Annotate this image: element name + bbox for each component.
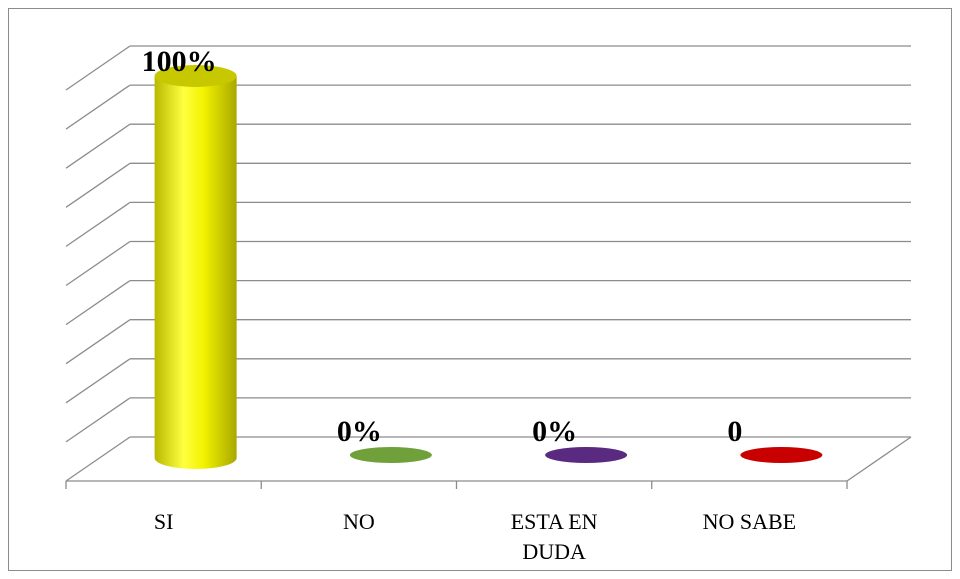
gridline-side xyxy=(65,240,131,287)
bar-esta-en-duda xyxy=(545,447,628,463)
category-label-line: NO SABE xyxy=(703,509,797,534)
bar-body xyxy=(154,76,237,469)
category-label: NO xyxy=(343,509,375,534)
data-label: 100% xyxy=(142,45,217,78)
bar-flat xyxy=(349,447,432,463)
gridline-side xyxy=(65,162,131,208)
data-label: 0% xyxy=(532,415,577,448)
category-label: NO SABE xyxy=(703,509,797,534)
bar-flat xyxy=(740,447,823,463)
category-label-line: NO xyxy=(343,509,375,534)
chart-frame: 100% 0% 0% 0 SI NO ESTA EN DUDA NO SABE xyxy=(8,8,952,571)
bar-flat xyxy=(545,447,628,463)
bar-no-sabe xyxy=(740,447,823,463)
category-label-line: DUDA xyxy=(522,539,586,564)
data-labels: 100% 0% 0% 0 xyxy=(142,45,743,448)
category-label-line: SI xyxy=(154,509,174,534)
bars xyxy=(154,65,823,469)
gridline-side xyxy=(65,319,131,365)
category-label: SI xyxy=(154,509,174,534)
data-label: 0 xyxy=(727,415,742,448)
floor-right-edge xyxy=(846,436,912,482)
bar-no xyxy=(349,447,432,463)
bar-top xyxy=(154,65,237,87)
bar-si xyxy=(154,65,237,469)
x-axis xyxy=(65,436,912,489)
gridline-side xyxy=(65,123,131,169)
data-label: 0% xyxy=(337,415,382,448)
gridline-side xyxy=(65,436,131,482)
gridline-side xyxy=(65,397,131,443)
bar-chart: 100% 0% 0% 0 SI NO ESTA EN DUDA NO SABE xyxy=(65,45,912,564)
category-label: ESTA EN DUDA xyxy=(511,509,598,564)
category-label-line: ESTA EN xyxy=(511,509,598,534)
gridline-side xyxy=(65,280,131,326)
category-labels: SI NO ESTA EN DUDA NO SABE xyxy=(154,509,796,564)
gridline-side xyxy=(65,201,131,247)
gridline-side xyxy=(65,45,131,91)
gridline-side xyxy=(65,358,131,404)
gridlines xyxy=(65,45,911,482)
gridline-side xyxy=(65,84,131,130)
